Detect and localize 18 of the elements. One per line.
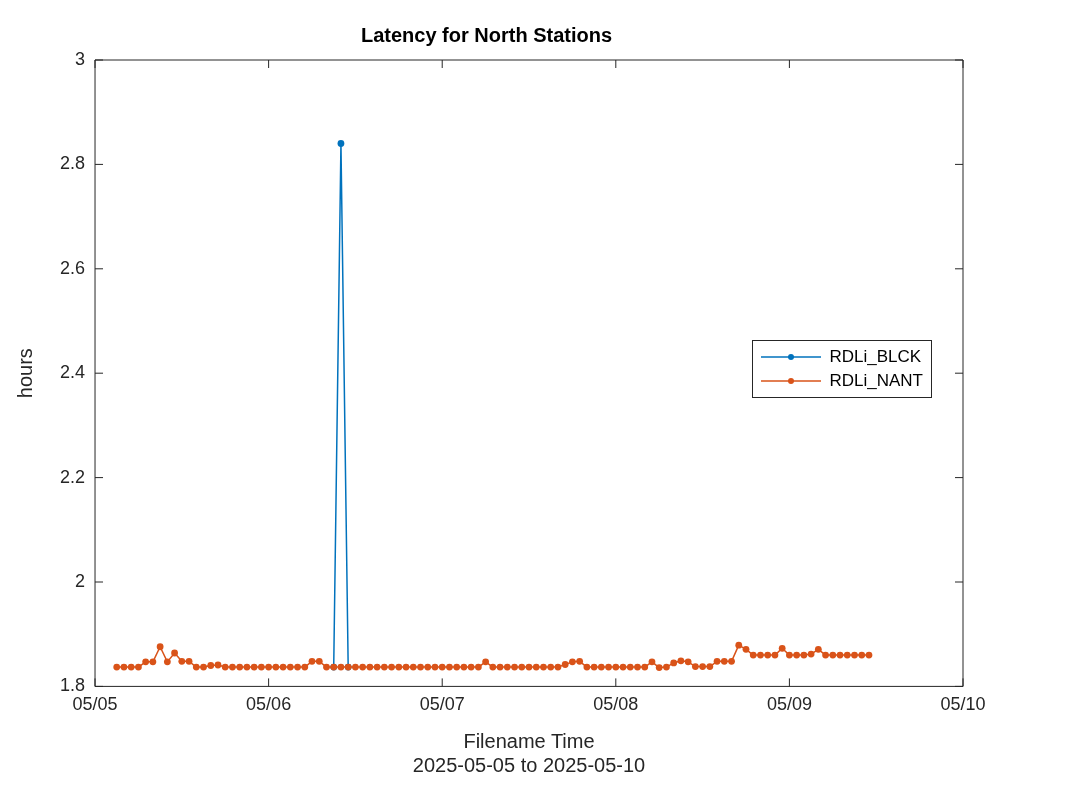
y-tick-label: 2.2 — [59, 466, 86, 487]
y-axis-title: hours — [13, 348, 36, 399]
x-tick-label: 05/06 — [246, 694, 292, 715]
y-tick-label: 2 — [75, 570, 86, 591]
y-tick-label: 2.6 — [59, 257, 86, 278]
x-tick-label: 05/09 — [766, 694, 812, 715]
legend-label: RDLi_BLCK — [829, 347, 922, 367]
x-axis-title: Filename Time 2025-05-05 to 2025-05-10 — [412, 729, 646, 776]
x-tick-label: 05/08 — [593, 694, 639, 715]
x-tick-label: 05/05 — [72, 694, 118, 715]
y-tick-label: 1.8 — [59, 675, 86, 696]
x-tick-label: 05/10 — [940, 694, 986, 715]
y-tick-label: 3 — [75, 48, 86, 69]
x-tick-label: 05/07 — [419, 694, 465, 715]
legend-label: RDLi_NANT — [829, 371, 923, 391]
chart-title: Latency for North Stations — [360, 23, 613, 46]
y-tick-label: 2.8 — [59, 153, 86, 174]
y-tick-label: 2.4 — [59, 362, 86, 383]
